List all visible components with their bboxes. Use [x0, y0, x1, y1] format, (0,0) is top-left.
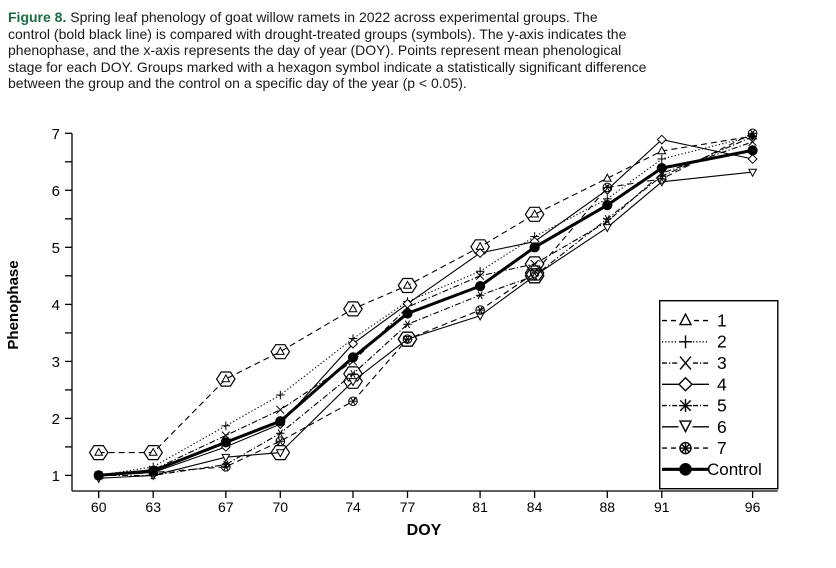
svg-text:74: 74: [345, 499, 361, 515]
svg-text:1: 1: [52, 468, 60, 485]
svg-text:67: 67: [218, 499, 234, 515]
svg-text:4: 4: [52, 297, 60, 314]
svg-text:1: 1: [717, 311, 727, 331]
svg-text:81: 81: [472, 499, 488, 515]
svg-text:3: 3: [717, 353, 727, 373]
svg-text:96: 96: [745, 499, 761, 515]
svg-text:63: 63: [145, 499, 161, 515]
svg-text:6: 6: [717, 417, 727, 437]
svg-text:7: 7: [52, 126, 60, 143]
svg-text:60: 60: [91, 499, 107, 515]
svg-text:77: 77: [400, 499, 416, 515]
svg-text:84: 84: [527, 499, 543, 515]
svg-text:6: 6: [52, 183, 60, 200]
svg-text:2: 2: [717, 332, 727, 352]
svg-text:5: 5: [52, 240, 60, 257]
svg-text:2: 2: [52, 411, 60, 428]
svg-text:70: 70: [273, 499, 289, 515]
svg-text:3: 3: [52, 354, 60, 371]
svg-text:91: 91: [654, 499, 670, 515]
svg-text:4: 4: [717, 374, 727, 394]
svg-text:Control: Control: [707, 460, 762, 479]
svg-text:5: 5: [717, 396, 727, 416]
svg-text:DOY: DOY: [407, 522, 442, 539]
svg-text:7: 7: [717, 438, 727, 458]
svg-text:88: 88: [600, 499, 616, 515]
